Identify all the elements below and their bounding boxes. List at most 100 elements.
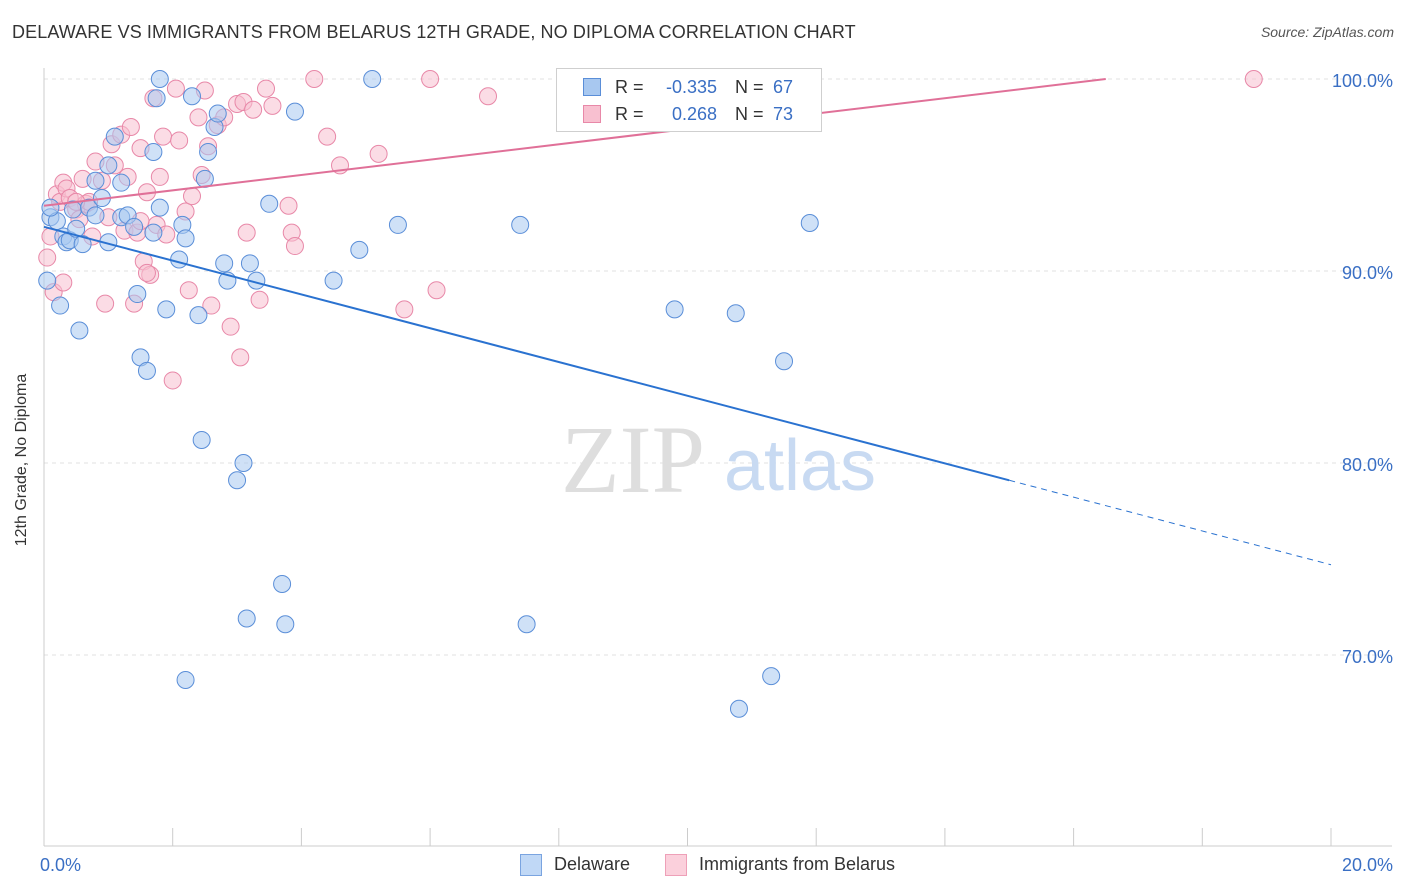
delaware-point (176, 670, 195, 689)
delaware-point (86, 171, 105, 190)
delaware-point (665, 300, 684, 319)
belarus-point (250, 290, 269, 309)
belarus-point (150, 167, 169, 186)
belarus-point (121, 118, 140, 136)
delaware-point (726, 304, 745, 323)
delaware-point (285, 102, 304, 121)
delaware-point (86, 206, 105, 225)
delaware-point (144, 223, 163, 242)
delaware-point (150, 70, 169, 88)
legend-r-value: -0.335 (665, 77, 717, 97)
delaware-point (176, 229, 195, 248)
belarus-point (263, 96, 282, 115)
delaware-point (363, 70, 382, 88)
delaware-point (511, 215, 530, 234)
chart-title: DELAWARE VS IMMIGRANTS FROM BELARUS 12TH… (12, 22, 856, 42)
belarus-point (479, 87, 498, 106)
delaware-point (208, 104, 227, 123)
belarus-trend-line (43, 78, 1106, 207)
watermark: ZIP atlas (561, 406, 876, 513)
belarus-point (166, 79, 185, 98)
delaware-point (192, 430, 211, 449)
delaware-point (41, 198, 60, 217)
delaware-point (125, 217, 144, 236)
delaware-point (260, 194, 279, 213)
delaware-point (38, 271, 57, 290)
belarus-point (244, 100, 263, 119)
belarus-point (1244, 70, 1263, 88)
legend-r-value: 0.268 (671, 104, 717, 124)
belarus-point (305, 70, 324, 88)
legend-swatch-belarus (583, 105, 601, 123)
delaware-point (324, 271, 343, 290)
delaware-point (51, 296, 70, 315)
belarus-point (427, 281, 446, 300)
delaware-trend-extension (1009, 479, 1332, 566)
delaware-point (237, 609, 256, 628)
delaware-point (273, 574, 292, 593)
legend-n-label: N = (735, 77, 764, 97)
belarus-point (421, 70, 440, 88)
belarus-point (38, 248, 57, 267)
belarus-point (54, 273, 73, 292)
x-tick-label-min: 0.0% (40, 855, 81, 875)
series-delaware-points (38, 70, 819, 718)
belarus-point (179, 281, 198, 300)
legend-swatch-delaware (520, 854, 542, 876)
legend-r-label: R = (615, 104, 644, 124)
delaware-point (128, 285, 147, 304)
delaware-point (147, 89, 166, 108)
delaware-point (170, 250, 189, 269)
belarus-point (285, 237, 304, 256)
y-axis-label: 12th Grade, No Diploma (13, 373, 30, 547)
belarus-point (318, 127, 337, 146)
legend-n-value: 67 (773, 77, 794, 97)
watermark-atlas: atlas (724, 426, 876, 506)
delaware-point (195, 169, 214, 188)
watermark-zip: ZIP (561, 406, 705, 513)
delaware-point (388, 215, 407, 234)
series-legend: Delaware Immigrants from Belarus (0, 852, 1406, 878)
delaware-point (189, 306, 208, 325)
belarus-point (237, 223, 256, 242)
belarus-point (189, 108, 208, 127)
delaware-point (762, 667, 781, 686)
delaware-point (144, 142, 163, 161)
delaware-trend-line (43, 225, 1010, 482)
delaware-point (729, 699, 748, 718)
belarus-point (163, 371, 182, 390)
source-label: Source: ZipAtlas.com (1260, 24, 1394, 40)
delaware-point (150, 198, 169, 217)
delaware-point (73, 235, 92, 254)
delaware-point (517, 615, 536, 634)
belarus-point (231, 348, 250, 367)
y-tick-label: 70.0% (1342, 647, 1393, 667)
delaware-point (800, 214, 819, 232)
legend-label-belarus: Immigrants from Belarus (699, 854, 896, 874)
grid-layer (44, 78, 1391, 656)
delaware-point (112, 173, 131, 192)
delaware-point (157, 300, 176, 319)
belarus-point (202, 296, 221, 315)
legend-n-value: 73 (773, 104, 794, 124)
belarus-point (257, 79, 276, 98)
delaware-point (99, 156, 118, 175)
legend-row-belarus: R = 0.268 N = 73 (557, 102, 821, 128)
y-tick-label: 100.0% (1332, 71, 1393, 91)
legend-row-delaware: R = -0.335 N = 67 (557, 75, 821, 101)
belarus-point (137, 263, 156, 282)
legend-n-label: N = (735, 104, 764, 124)
belarus-point (154, 127, 173, 146)
delaware-point (240, 254, 259, 273)
y-tick-label: 80.0% (1342, 455, 1393, 475)
delaware-point (775, 352, 794, 371)
delaware-point (276, 615, 295, 634)
delaware-point (183, 87, 202, 106)
delaware-point (215, 254, 234, 273)
delaware-point (234, 454, 253, 472)
correlation-legend: R = -0.335 N = 67 R = 0.268 N = 73 (556, 68, 822, 132)
belarus-point (170, 131, 189, 150)
delaware-point (105, 127, 124, 146)
legend-label-delaware: Delaware (554, 854, 631, 874)
